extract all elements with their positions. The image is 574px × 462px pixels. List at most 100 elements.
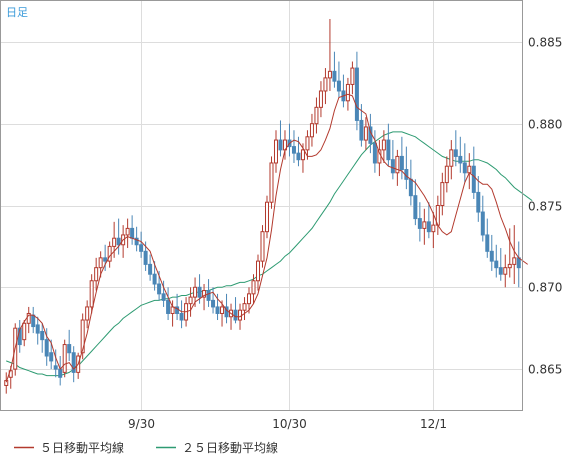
candle-body xyxy=(116,237,121,246)
ma5-line xyxy=(5,93,528,383)
candle-body xyxy=(309,123,314,138)
candle xyxy=(440,172,445,216)
candle-body xyxy=(390,159,395,174)
candle xyxy=(125,218,130,249)
grid-layer xyxy=(1,1,522,410)
candle xyxy=(314,97,319,134)
candle xyxy=(444,156,449,193)
candle xyxy=(350,61,355,95)
candle-body xyxy=(58,368,63,378)
candle-body xyxy=(323,77,328,92)
candle xyxy=(336,61,341,98)
candle-body xyxy=(188,296,193,305)
candle xyxy=(431,212,436,249)
candle-body xyxy=(480,211,485,236)
candle xyxy=(89,274,94,314)
candle-body xyxy=(157,283,162,295)
candle xyxy=(161,280,166,307)
candle-body xyxy=(197,286,202,298)
x-tick-label: 10/30 xyxy=(272,417,307,431)
candle xyxy=(134,226,139,252)
candle xyxy=(67,329,72,361)
candle xyxy=(220,300,225,327)
candle xyxy=(247,287,252,314)
candle xyxy=(309,113,314,147)
legend-item-ma5: ５日移動平均線 xyxy=(14,440,124,455)
y-tick-label: 0.875 xyxy=(528,200,562,214)
candle-body xyxy=(161,293,166,301)
candle-body xyxy=(381,139,386,151)
candle xyxy=(40,323,45,353)
candle xyxy=(26,306,31,334)
candle-body xyxy=(148,263,153,275)
candle xyxy=(471,146,476,199)
candle-body xyxy=(399,155,404,171)
candle-body xyxy=(211,299,216,308)
candle xyxy=(489,234,494,271)
candle-body xyxy=(206,290,211,301)
candle xyxy=(264,195,269,239)
candle xyxy=(485,218,490,258)
candle xyxy=(251,274,256,304)
candle-body xyxy=(273,139,278,164)
candle-body xyxy=(62,344,67,373)
legend-item-ma25: ２５日移動平均線 xyxy=(156,440,278,455)
candle-body xyxy=(278,139,283,151)
candle-body xyxy=(449,149,454,167)
candle-body xyxy=(80,319,85,354)
candle xyxy=(363,117,368,150)
candle-body xyxy=(112,237,117,247)
candle-body xyxy=(332,70,337,82)
candle xyxy=(507,228,512,278)
candle-body xyxy=(467,165,472,174)
candle-body xyxy=(291,146,296,154)
candle-body xyxy=(71,352,76,373)
candle-body xyxy=(256,260,261,282)
candle-body xyxy=(242,303,247,311)
candle xyxy=(512,225,517,285)
candle-body xyxy=(139,244,144,252)
candle-body xyxy=(476,191,481,213)
candle xyxy=(494,244,499,278)
candle-body xyxy=(170,306,175,314)
candle-layer xyxy=(4,18,521,394)
candle xyxy=(462,143,467,183)
candle-body xyxy=(336,80,341,92)
candle-body xyxy=(507,263,512,269)
candle xyxy=(152,261,157,291)
candle-body xyxy=(49,352,54,362)
candle xyxy=(372,130,377,173)
candle-body xyxy=(444,165,449,184)
candle-body xyxy=(260,231,265,262)
legend-label: ５日移動平均線 xyxy=(40,440,124,455)
candle-body xyxy=(31,314,36,328)
candle-body xyxy=(453,149,458,157)
candle xyxy=(399,136,404,180)
timeframe-label: 日足 xyxy=(6,6,28,19)
candle xyxy=(417,202,422,242)
candle xyxy=(318,81,323,118)
candle-body xyxy=(89,280,94,308)
candle xyxy=(256,254,261,291)
candle-body xyxy=(314,106,319,125)
candle-body xyxy=(179,312,184,321)
candle-body xyxy=(44,339,49,357)
candle xyxy=(80,313,85,360)
candle-body xyxy=(503,267,508,275)
ma5-layer xyxy=(5,93,528,383)
candle-body xyxy=(94,267,99,282)
candle xyxy=(449,140,454,180)
candle-body xyxy=(426,221,431,233)
x-tick-label: 12/1 xyxy=(420,417,447,431)
candle-body xyxy=(85,306,90,321)
candle xyxy=(139,231,144,258)
candle-body xyxy=(359,119,364,141)
ma25-line xyxy=(6,131,533,377)
candle-body xyxy=(305,136,310,151)
candle-body xyxy=(422,221,427,229)
plot-frame xyxy=(0,0,523,411)
candle xyxy=(278,120,283,157)
candle-body xyxy=(386,139,391,161)
candle xyxy=(107,241,112,268)
candle-body xyxy=(166,299,171,314)
